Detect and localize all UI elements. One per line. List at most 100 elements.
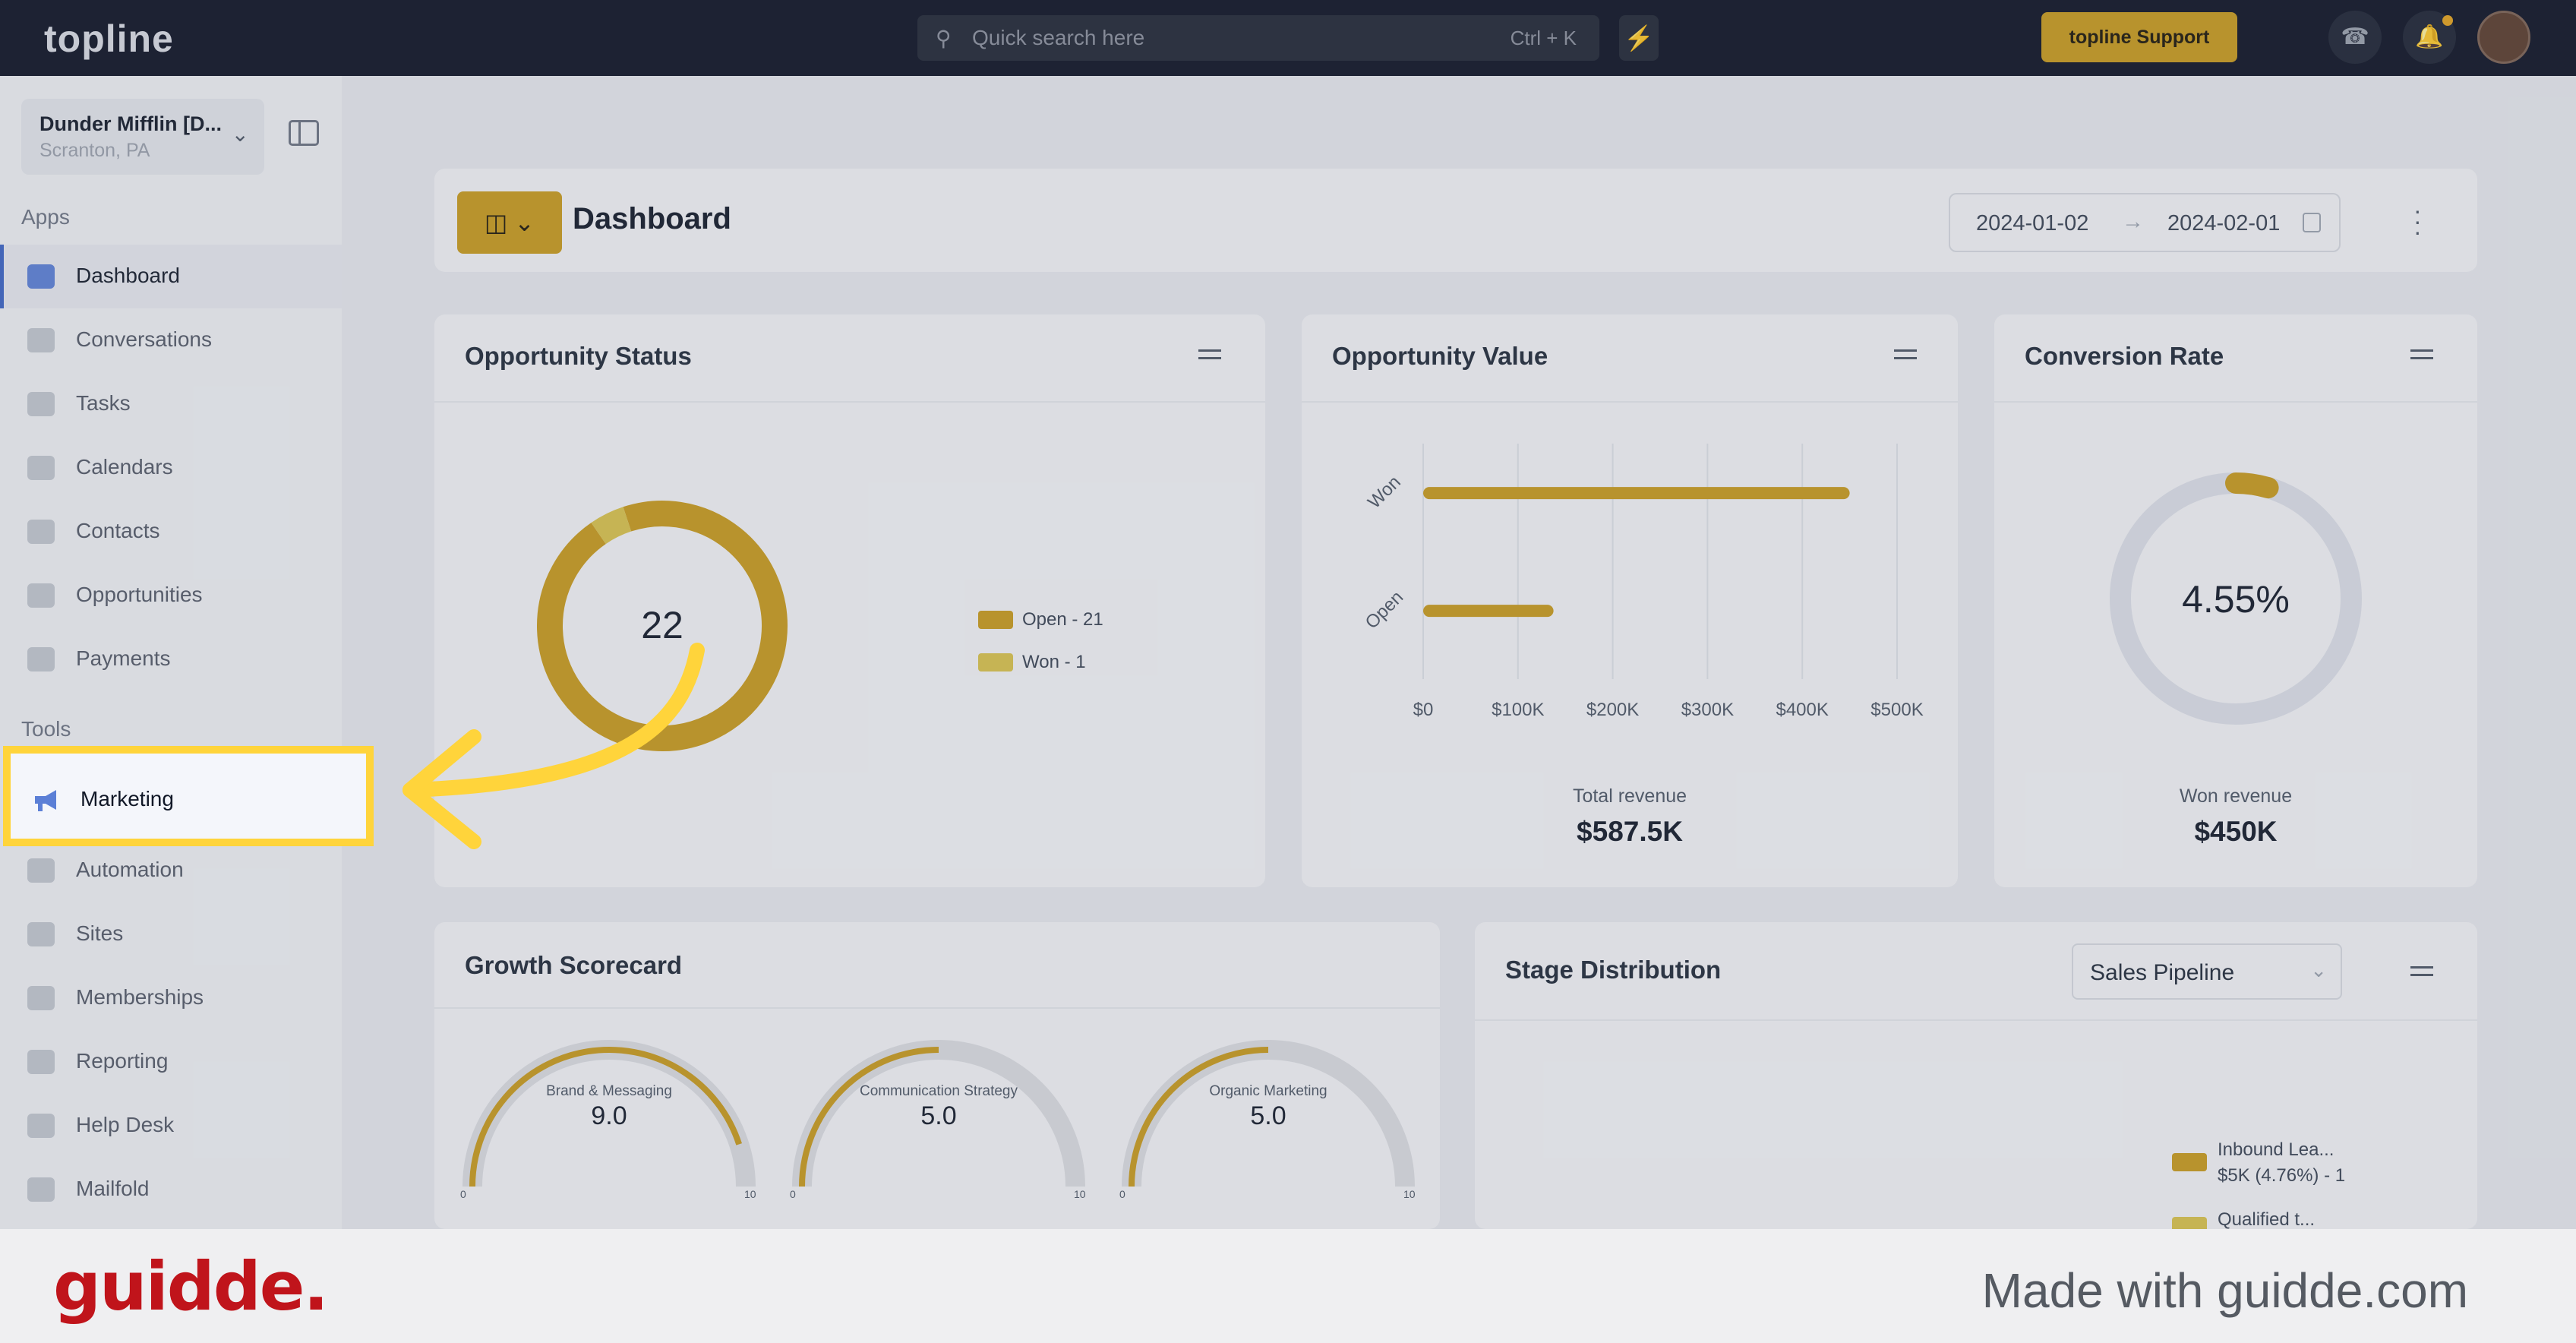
divider xyxy=(1302,401,1958,403)
dashboard-icon xyxy=(27,264,55,289)
sidebar-item-automation[interactable]: Automation xyxy=(0,839,342,902)
layout-switcher-button[interactable]: ◫ ⌄ xyxy=(457,191,562,254)
donut-slice-won[interactable] xyxy=(591,507,632,545)
filter-icon[interactable] xyxy=(1198,346,1221,363)
filter-icon[interactable] xyxy=(2410,963,2433,980)
sidebar-item-label: Mailfold xyxy=(76,1177,150,1200)
sidebar-item-sites[interactable]: Sites xyxy=(0,902,342,966)
gauge-min: 0 xyxy=(790,1188,796,1200)
total-revenue-label: Total revenue xyxy=(1572,785,1687,807)
tools-heading: Tools xyxy=(21,717,71,741)
legend-swatch xyxy=(978,653,1013,672)
mail-icon xyxy=(27,1177,55,1202)
won-revenue-label: Won revenue xyxy=(2179,785,2293,807)
sidebar-item-label: Sites xyxy=(76,921,124,945)
x-tick-label: $400K xyxy=(1776,700,1828,720)
legend-label: Open - 21 xyxy=(1022,609,1103,630)
legend-swatch xyxy=(978,611,1013,629)
sidebar-item-label: Marketing xyxy=(80,787,174,811)
sidebar-item-dashboard[interactable]: Dashboard xyxy=(0,245,342,308)
quick-actions-button[interactable]: ⚡ xyxy=(1619,15,1659,61)
donut-slice-open[interactable] xyxy=(537,501,788,751)
gauge-label: Communication Strategy xyxy=(859,1083,1018,1099)
collapse-sidebar-icon[interactable] xyxy=(289,120,319,146)
date-end: 2024-02-01 xyxy=(2167,211,2281,235)
sidebar-item-conversations[interactable]: Conversations xyxy=(0,308,342,372)
sidebar-item-label: Dashboard xyxy=(76,264,180,287)
sidebar-item-reporting[interactable]: Reporting xyxy=(0,1030,342,1094)
gauge-max: 10 xyxy=(1074,1188,1086,1200)
sidebar-item-calendars[interactable]: Calendars xyxy=(0,436,342,500)
group-icon xyxy=(27,986,55,1010)
gauge-min: 0 xyxy=(1119,1188,1125,1200)
opportunity-value-bar-chart: Won Open $0 $100K $200K $300K $400K $500K xyxy=(1362,444,1924,720)
gauge-value: 9.0 xyxy=(591,1101,627,1130)
megaphone-icon xyxy=(35,790,56,811)
support-button[interactable]: topline Support xyxy=(2041,12,2237,62)
sidebar-item-label: Memberships xyxy=(76,985,204,1009)
growth-scorecard-card: Growth Scorecard Brand & Messaging 9.0 0… xyxy=(434,922,1440,1229)
more-options-icon[interactable]: · · · xyxy=(2413,197,2422,245)
sidebar-item-memberships[interactable]: Memberships xyxy=(0,966,342,1030)
won-revenue-value: $450K xyxy=(2194,816,2278,847)
filter-icon[interactable] xyxy=(1894,346,1917,363)
phone-button[interactable]: ☎ xyxy=(2328,11,2382,64)
account-switcher[interactable]: Dunder Mifflin [D... Scranton, PA ⌄ xyxy=(21,99,264,175)
arrow-right-icon: → xyxy=(2122,210,2144,234)
conversion-rate-card: Conversion Rate 4.55% Won revenue $450K xyxy=(1994,314,2477,887)
gauge-value: 5.0 xyxy=(1250,1101,1286,1130)
sidebar-item-marketing[interactable]: Marketing xyxy=(3,746,374,846)
gauge-communication-strategy: Communication Strategy 5.0 0 10 xyxy=(787,1021,1091,1203)
search-bar[interactable]: ⚲ Quick search here Ctrl + K xyxy=(917,15,1599,61)
lightning-icon: ⚡ xyxy=(1624,24,1654,52)
bar-open[interactable] xyxy=(1423,605,1554,618)
sidebar-item-label: Tasks xyxy=(76,391,131,415)
stage-distribution-card: Stage Distribution Sales Pipeline ⌄ Inbo… xyxy=(1475,922,2477,1235)
legend-swatch xyxy=(2172,1153,2207,1171)
footer-banner: guidde. Made with guidde.com xyxy=(0,1229,2576,1343)
gears-icon xyxy=(27,858,55,883)
gauge-max: 10 xyxy=(744,1188,756,1200)
sidebar-item-contacts[interactable]: Contacts xyxy=(0,500,342,564)
sidebar-item-label: Help Desk xyxy=(76,1113,175,1136)
card-title: Growth Scorecard xyxy=(465,951,683,979)
y-category-label: Won xyxy=(1364,472,1405,513)
gauge-value: 5.0 xyxy=(920,1101,957,1130)
sidebar-item-help-desk[interactable]: Help Desk xyxy=(0,1094,342,1158)
sidebar-item-mailfold[interactable]: Mailfold xyxy=(0,1158,342,1221)
notification-dot xyxy=(2442,15,2453,26)
legend-label: Won - 1 xyxy=(1022,652,1086,672)
filter-icon[interactable] xyxy=(2410,346,2433,363)
app-logo[interactable]: topline xyxy=(44,17,174,60)
legend-sublabel: $5K (4.76%) - 1 xyxy=(2218,1165,2346,1186)
bell-icon: 🔔 xyxy=(2415,24,2444,49)
x-tick-label: $200K xyxy=(1586,700,1639,720)
gauge-organic-marketing: Organic Marketing 5.0 0 10 xyxy=(1116,1021,1420,1203)
chevron-down-icon: ⌄ xyxy=(2310,959,2327,981)
legend-label: Qualified t... xyxy=(2218,1209,2316,1230)
card-icon xyxy=(27,647,55,672)
guidde-logo[interactable]: guidde. xyxy=(53,1247,329,1326)
target-icon xyxy=(27,583,55,608)
dashboard-header: ◫ ⌄ Dashboard 2024-01-02 → 2024-02-01 · ·… xyxy=(434,169,2477,272)
sidebar-item-tasks[interactable]: Tasks xyxy=(0,372,342,436)
conversion-rate-ring: 4.55% xyxy=(2110,472,2362,725)
sidebar-item-payments[interactable]: Payments xyxy=(0,627,342,691)
company-name: Dunder Mifflin [D... xyxy=(39,112,222,135)
gauge-max: 10 xyxy=(1403,1188,1416,1200)
sidebar-item-opportunities[interactable]: Opportunities xyxy=(0,564,342,627)
bar-won[interactable] xyxy=(1423,487,1850,500)
card-title: Opportunity Value xyxy=(1332,342,1548,370)
conversion-rate-value: 4.55% xyxy=(2182,578,2290,621)
x-tick-label: $300K xyxy=(1681,700,1734,720)
apps-heading: Apps xyxy=(21,205,70,229)
sidebar-item-label: Reporting xyxy=(76,1049,169,1073)
divider xyxy=(434,1007,1440,1009)
user-avatar[interactable] xyxy=(2477,11,2530,64)
pipeline-select[interactable]: Sales Pipeline ⌄ xyxy=(2072,943,2342,1000)
date-start: 2024-01-02 xyxy=(1976,211,2089,235)
calendar-icon xyxy=(27,456,55,480)
page-title: Dashboard xyxy=(573,202,731,235)
date-range-picker[interactable]: 2024-01-02 → 2024-02-01 xyxy=(1949,193,2341,252)
layout-icon: ◫ ⌄ xyxy=(485,209,535,236)
